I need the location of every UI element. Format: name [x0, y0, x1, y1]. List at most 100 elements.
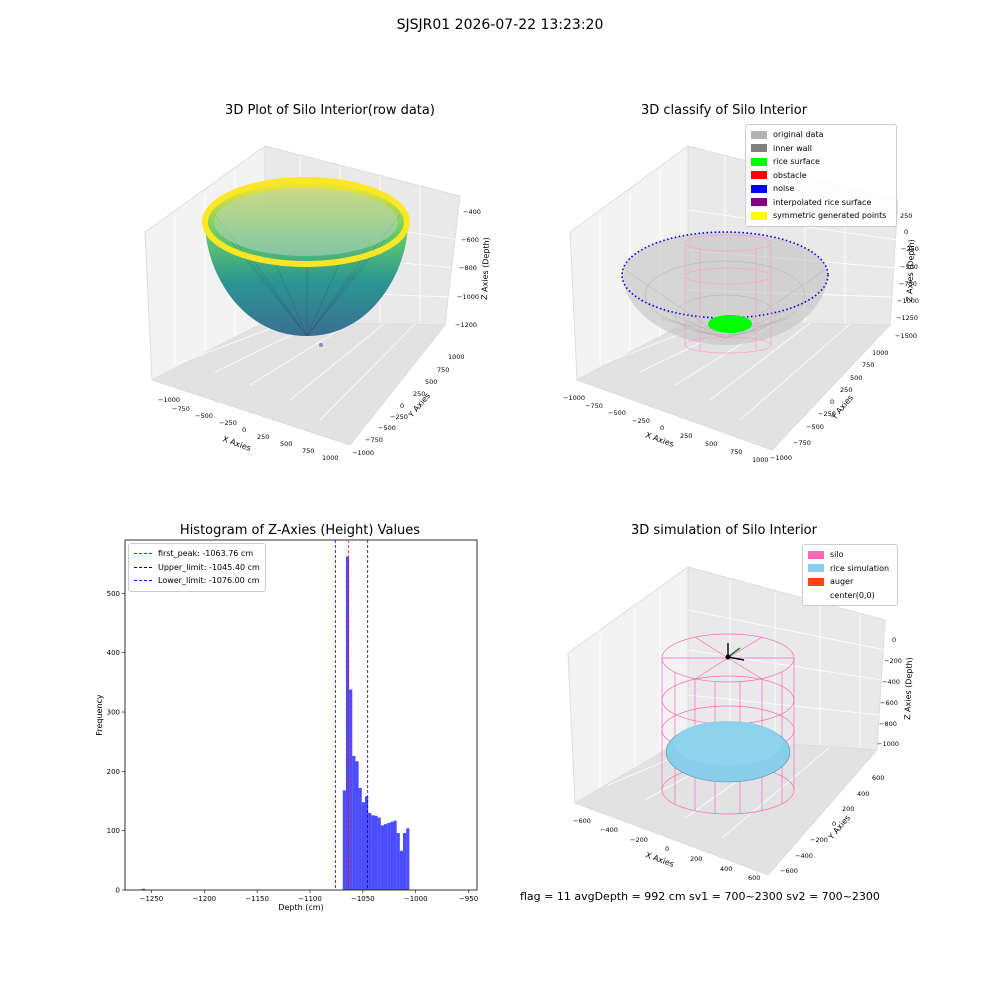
x-tick-label: −1200	[192, 895, 216, 903]
plot4-rice-top	[673, 721, 783, 765]
y-tick-label: 250	[413, 390, 425, 398]
z-tick-label: −500	[900, 263, 918, 271]
histogram-bar	[358, 787, 362, 890]
plot2-noise-ring	[621, 231, 829, 319]
z-tick-label: 250	[900, 212, 912, 220]
histogram-bar	[342, 790, 346, 890]
histogram-bar	[403, 833, 407, 890]
histogram-bar	[383, 824, 388, 890]
histogram-bar	[406, 828, 410, 890]
z-tick-label: −600	[880, 699, 898, 707]
legend-label: rice surface	[773, 157, 820, 167]
x-tick-label: 0	[242, 426, 246, 434]
y-tick-label: 400	[107, 649, 120, 657]
legend-label: Lower_limit: -1076.00 cm	[158, 576, 260, 586]
x-tick-label: −750	[585, 402, 603, 410]
y-tick-label: −600	[780, 867, 798, 875]
z-tick-label: 0	[892, 636, 896, 644]
z-tick-label: −1000	[457, 293, 479, 301]
y-tick-label: −750	[365, 436, 383, 444]
x-tick-label: −1000	[404, 895, 428, 903]
legend-label: inner wall	[773, 143, 813, 153]
plot4-xlabel: X Axies	[644, 850, 675, 869]
z-tick-label: −400	[882, 678, 900, 686]
x-tick-label: −1250	[140, 895, 164, 903]
legend-swatch	[751, 184, 767, 193]
x-tick-label: 0	[665, 845, 669, 853]
plot2-bowl-original-data	[622, 232, 828, 345]
x-tick-label: 0	[660, 424, 664, 432]
z-tick-label: −1000	[877, 740, 899, 748]
legend-label: symmetric generated points	[773, 211, 887, 221]
histogram-bar	[364, 796, 369, 890]
plot1-stray-point	[319, 343, 323, 347]
histogram-bars	[141, 556, 410, 890]
x-tick-label: −500	[608, 409, 626, 417]
histogram-bar	[393, 820, 397, 890]
legend-line	[134, 566, 152, 568]
legend-swatch	[751, 130, 767, 139]
plot1-bowl-inner	[214, 188, 398, 256]
x-tick-label: 750	[730, 448, 742, 456]
z-tick-label: −750	[899, 280, 917, 288]
plot1-xlabel: X Axies	[221, 434, 252, 453]
plot4-legend: silo rice simulation auger center(0,0)	[802, 544, 898, 606]
figure-title: SJSJR01 2026-07-22 13:23:20	[396, 17, 604, 33]
x-tick-label: −200	[630, 836, 648, 844]
legend-swatch	[808, 564, 824, 573]
plot4-axes: −600 −400 −200 0 200 400 600 X Axies 600…	[567, 566, 914, 882]
y-tick-label: 500	[107, 590, 120, 598]
x-tick-label: 1000	[322, 454, 339, 462]
x-tick-label: 1000	[752, 456, 769, 464]
y-tick-label: 500	[425, 378, 437, 386]
x-tick-label: −250	[219, 419, 237, 427]
histogram-bar	[377, 817, 381, 890]
plot1-axes: −1000 −750 −500 −250 0 250 500 750 1000 …	[144, 145, 491, 462]
y-tick-label: 300	[107, 709, 120, 717]
plot2-z-ticks: 250 0 −250 −500 −750 −1000 −1250 −1500	[895, 212, 919, 340]
plot2-floor-pane	[575, 321, 892, 451]
legend-swatch	[808, 577, 824, 586]
plot4-zlabel: Z Axies (Depth)	[903, 657, 914, 720]
x-tick-label: 250	[257, 433, 269, 441]
y-tick-label: 250	[840, 386, 852, 394]
histogram-bar	[345, 556, 350, 890]
histogram-y-ticks: 0 100 200 300 400 500	[107, 590, 125, 895]
y-tick-label: 600	[872, 774, 884, 782]
legend-swatch	[751, 144, 767, 153]
legend-label: first_peak: -1063.76 cm	[158, 549, 254, 559]
histogram-bar	[355, 761, 359, 890]
legend-label: auger	[830, 577, 854, 587]
x-tick-label: 750	[302, 447, 314, 455]
plot2-rice-surface	[708, 315, 752, 333]
histogram-bar	[371, 815, 375, 890]
histogram-chart: −1250 −1200 −1150 −1100 −1050 −1000 −950 0 100 2…	[95, 539, 478, 912]
y-tick-label: 750	[862, 361, 874, 369]
legend-swatch	[808, 550, 824, 559]
legend-swatch	[808, 591, 824, 600]
histogram-legend: first_peak: -1063.76 cm Upper_limit: -10…	[128, 543, 266, 592]
y-tick-label: 0	[400, 402, 404, 410]
plot1-y-ticks: 1000 750 500 250 0 −250 −500 −750 −1000	[352, 353, 465, 457]
plot2-xlabel: X Axies	[644, 430, 675, 449]
histogram-reference-lines	[334, 540, 369, 890]
plot1-x-ticks: −1000 −750 −500 −250 0 250 500 750 1000	[158, 396, 339, 462]
plot2-title: 3D classify of Silo Interior	[640, 103, 808, 118]
x-tick-label: 500	[280, 440, 292, 448]
z-tick-label: −600	[461, 236, 479, 244]
histogram-bar	[396, 833, 400, 890]
legend-label: original data	[773, 130, 824, 140]
y-tick-label: 100	[107, 827, 120, 835]
histogram-bar	[387, 822, 391, 890]
plot2-axes: −1000 −750 −500 −250 0 250 500 750 1000 …	[563, 145, 919, 464]
histogram-bar	[349, 689, 353, 890]
y-tick-label: 0	[830, 398, 834, 406]
plot2-silo-cylinder	[684, 234, 772, 354]
legend-label: center(0,0)	[830, 590, 875, 600]
legend-label: Upper_limit: -1045.40 cm	[158, 562, 260, 572]
legend-label: interpolated rice surface	[773, 197, 872, 207]
plot4-z-ticks: 0 −200 −400 −600 −800 −1000	[877, 636, 902, 748]
histogram-ylabel: Frequency	[95, 694, 104, 736]
x-tick-label: −600	[573, 817, 591, 825]
x-tick-label: −500	[195, 412, 213, 420]
